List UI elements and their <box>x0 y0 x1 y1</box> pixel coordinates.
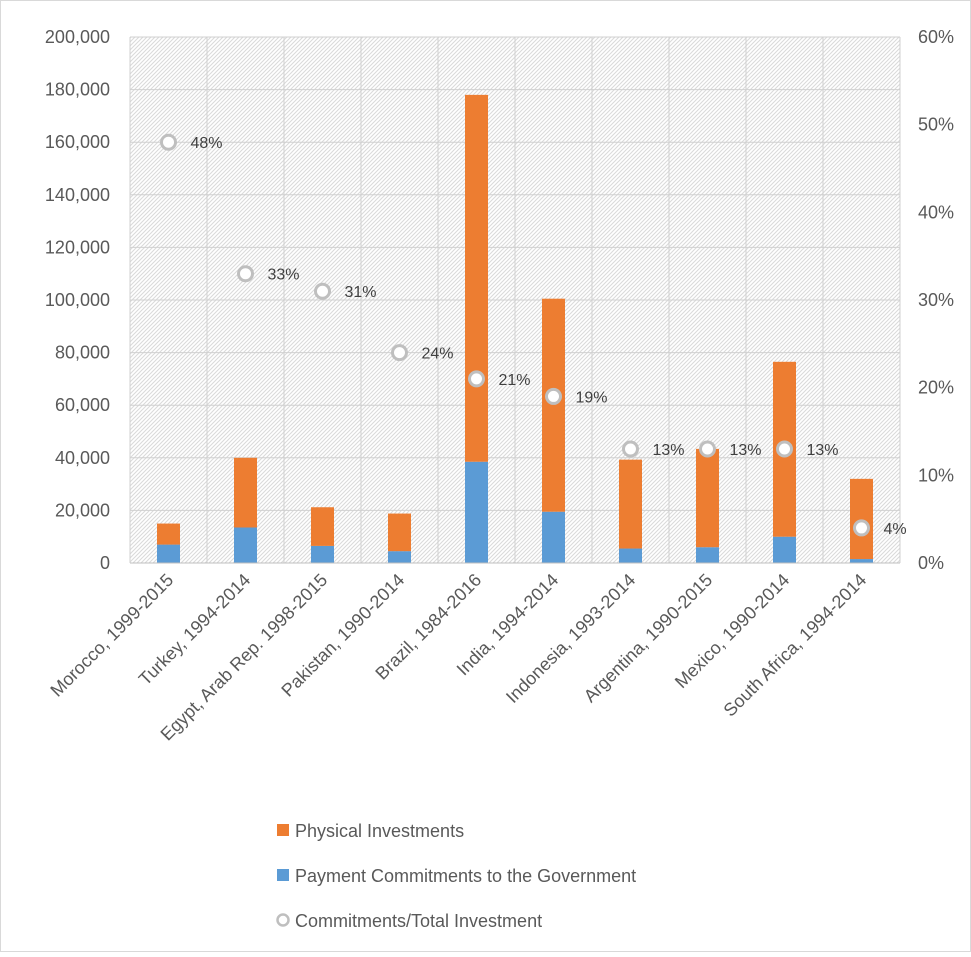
ratio-data-label: 13% <box>807 442 839 459</box>
ratio-point <box>699 440 716 458</box>
y-axis-tick-label: 80,000 <box>55 343 110 363</box>
y2-axis-tick-label: 50% <box>918 115 954 135</box>
bar-payment-commitments <box>696 547 719 563</box>
ratio-data-label: 13% <box>730 442 762 459</box>
bar-payment-commitments <box>542 511 565 563</box>
bar-payment-commitments <box>311 545 334 563</box>
legend-swatch <box>277 824 289 836</box>
ratio-point <box>776 440 793 458</box>
ratio-data-label: 13% <box>653 442 685 459</box>
ratio-data-label: 4% <box>884 521 907 538</box>
y2-axis-tick-label: 10% <box>918 465 954 485</box>
ratio-data-label: 19% <box>576 389 608 406</box>
y-axis-tick-label: 60,000 <box>55 395 110 415</box>
y2-axis-tick-label: 20% <box>918 378 954 398</box>
ratio-point <box>468 370 485 388</box>
ratio-point <box>622 440 639 458</box>
bar-physical-investments <box>465 94 488 462</box>
bar-payment-commitments <box>773 536 796 563</box>
y2-axis-tick-label: 60% <box>918 27 954 47</box>
ratio-data-label: 21% <box>499 372 531 389</box>
y-axis-tick-label: 40,000 <box>55 448 110 468</box>
legend-label: Commitments/Total Investment <box>295 911 542 931</box>
legend-label: Payment Commitments to the Government <box>295 866 636 886</box>
ratio-point <box>545 387 562 405</box>
bar-physical-investments <box>542 298 565 512</box>
bar-physical-investments <box>157 523 180 545</box>
bar-payment-commitments <box>234 527 257 563</box>
bar-payment-commitments <box>850 559 873 563</box>
ratio-data-label: 33% <box>268 267 300 284</box>
bar-physical-investments <box>311 507 334 546</box>
y2-axis-tick-label: 40% <box>918 202 954 222</box>
bar-physical-investments <box>850 478 873 560</box>
ratio-data-label: 31% <box>345 284 377 301</box>
y-axis-tick-label: 200,000 <box>45 27 110 47</box>
y-axis-tick-label: 0 <box>100 553 110 573</box>
legend-label: Physical Investments <box>295 821 464 841</box>
bar-physical-investments <box>234 457 257 528</box>
bar-payment-commitments <box>465 461 488 563</box>
bar-payment-commitments <box>619 548 642 563</box>
ratio-data-label: 48% <box>191 135 223 152</box>
legend-swatch <box>277 869 289 881</box>
bar-physical-investments <box>619 459 642 549</box>
y-axis-tick-label: 140,000 <box>45 185 110 205</box>
ratio-point <box>314 282 331 300</box>
y-axis-tick-label: 100,000 <box>45 290 110 310</box>
y-axis-tick-label: 20,000 <box>55 500 110 520</box>
ratio-point <box>160 133 177 151</box>
ratio-data-label: 24% <box>422 346 454 363</box>
y-axis-tick-label: 180,000 <box>45 80 110 100</box>
y2-axis-tick-label: 30% <box>918 290 954 310</box>
ratio-point <box>237 265 254 283</box>
bar-physical-investments <box>696 448 719 548</box>
legend-marker-ratio <box>276 913 290 927</box>
bar-payment-commitments <box>388 551 411 563</box>
y-axis-tick-label: 120,000 <box>45 237 110 257</box>
y2-axis-tick-label: 0% <box>918 553 944 573</box>
bar-physical-investments <box>388 513 411 552</box>
ratio-point <box>391 344 408 362</box>
ratio-point <box>853 519 870 537</box>
y-axis-tick-label: 160,000 <box>45 132 110 152</box>
bar-payment-commitments <box>157 544 180 563</box>
